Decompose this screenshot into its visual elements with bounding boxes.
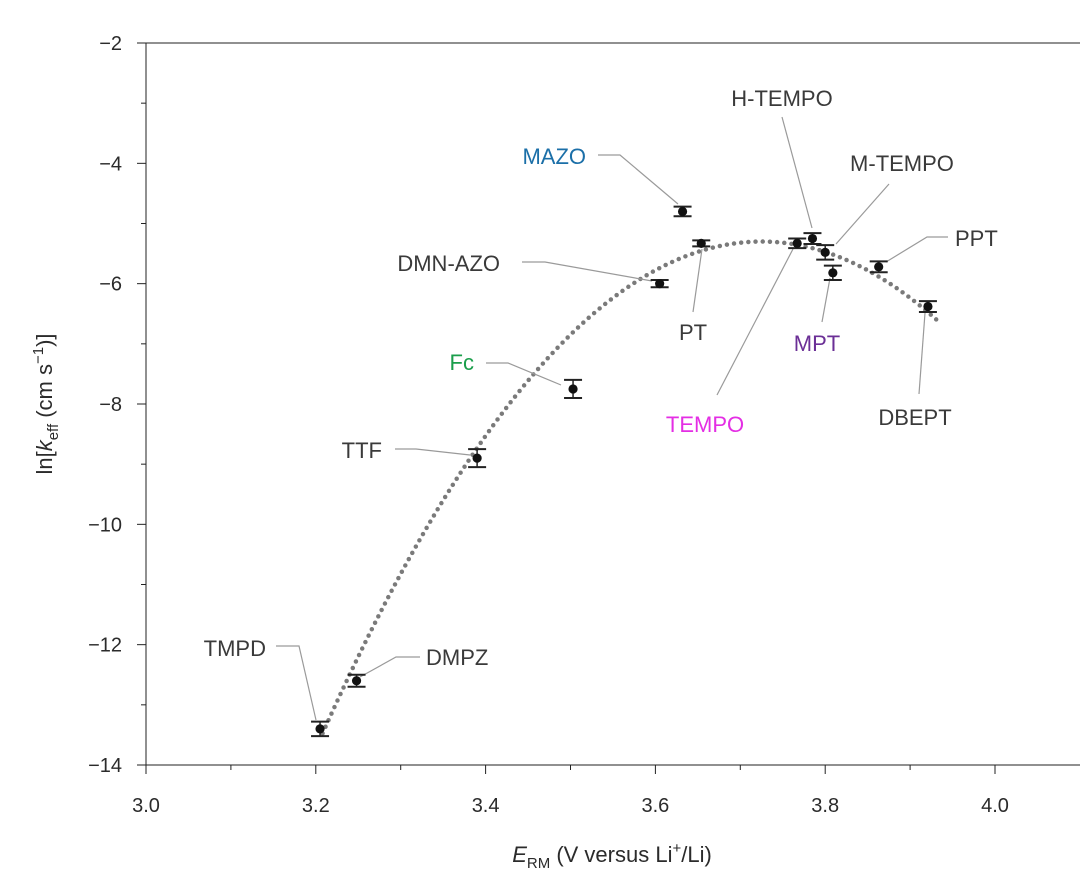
point-label-m-tempo: M-TEMPO [850, 151, 954, 176]
point-label-dmpz: DMPZ [426, 645, 488, 670]
y-axis-title-symbol: k [32, 439, 57, 451]
x-axis-title-subscript: RM [527, 855, 550, 869]
leader-line-dmn-azo [522, 261, 653, 282]
leader-line-h-tempo [781, 116, 813, 229]
point-label-tempo: TEMPO [666, 412, 744, 437]
y-axis-title-superscript: −1 [30, 347, 47, 364]
y-tick-label: −10 [88, 514, 122, 536]
x-tick-label: 3.8 [811, 795, 839, 817]
y-tick-label: −12 [88, 635, 122, 657]
y-tick-label: −14 [88, 755, 122, 777]
y-tick-label: −2 [99, 33, 122, 55]
point-h-tempo [807, 233, 818, 244]
point-dmpz [351, 676, 362, 686]
x-axis-title-symbol: E [512, 842, 527, 867]
data-points [311, 205, 937, 738]
leader-line-ppt [885, 236, 948, 263]
leader-line-dbept [918, 312, 926, 395]
y-axis-title-text-c: )] [32, 333, 57, 346]
leader-lines [276, 116, 948, 721]
x-tick-label: 3.2 [302, 795, 330, 817]
y-tick-label: −4 [99, 153, 122, 175]
x-axis-title-superscript: + [672, 840, 681, 857]
y-axis-title-text-a: ln[ [32, 451, 57, 474]
axis-ticks: 3.0 3.2 3.4 3.6 3.8 4.0 −2 −4 −6 −8 −10 −12 −14 [88, 33, 1009, 817]
point-pt [696, 238, 706, 248]
point-mpt [828, 268, 838, 278]
point-ppt [874, 262, 884, 272]
point-mazo [677, 206, 688, 217]
point-ttf [472, 453, 482, 463]
y-tick-label: −8 [99, 394, 122, 416]
point-label-ppt: PPT [955, 226, 998, 251]
point-label-ttf: TTF [342, 438, 382, 463]
x-tick-label: 3.6 [641, 795, 669, 817]
y-tick-label: −6 [99, 274, 122, 296]
point-label-h-tempo: H-TEMPO [731, 86, 832, 111]
x-tick-label: 3.0 [132, 795, 160, 817]
point-label-fc: Fc [450, 350, 474, 375]
leader-line-m-tempo [835, 183, 890, 245]
leader-line-fc [486, 362, 562, 386]
point-tempo [792, 238, 802, 248]
point-dbept [923, 301, 933, 312]
point-m-tempo [820, 247, 830, 257]
point-labels: TMPD DMPZ TTF Fc DMN-AZO MAZO PT TEMPO H-TEMPO M-… [204, 86, 998, 670]
leader-line-mpt [821, 277, 831, 323]
leader-line-mazo [598, 154, 679, 205]
point-fc [568, 384, 578, 394]
x-tick-label: 3.4 [472, 795, 500, 817]
x-axis-title: ERM (V versus Li+/Li) [512, 840, 712, 869]
fit-curve [320, 239, 943, 736]
point-label-tmpd: TMPD [204, 636, 266, 661]
point-label-dmn-azo: DMN-AZO [397, 251, 500, 276]
leader-line-pt [692, 248, 703, 313]
point-label-mazo: MAZO [522, 144, 586, 169]
y-axis-title-text-b: (cm s [32, 364, 57, 424]
y-axis-title-subscript: eff [45, 423, 62, 440]
leader-line-ttf [395, 448, 471, 456]
leader-line-tempo [716, 248, 794, 396]
x-axis-title-text-b: /Li) [681, 842, 712, 867]
point-tmpd [315, 724, 325, 734]
point-dmn-azo [655, 279, 665, 289]
x-tick-label: 4.0 [981, 795, 1009, 817]
point-label-mpt: MPT [794, 331, 840, 356]
leader-line-dmpz [359, 656, 420, 678]
leader-line-tmpd [276, 645, 317, 721]
point-label-dbept: DBEPT [878, 405, 951, 430]
point-label-pt: PT [679, 320, 707, 345]
x-axis-title-text-a: (V versus Li [550, 842, 672, 867]
y-axis-title: ln[keff (cm s−1)] [30, 333, 62, 474]
